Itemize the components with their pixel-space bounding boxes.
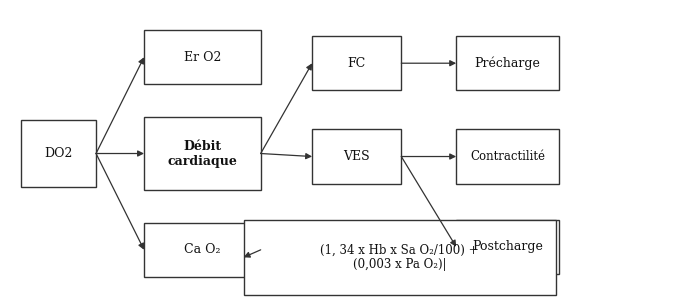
FancyBboxPatch shape — [21, 120, 96, 187]
Text: Postcharge: Postcharge — [472, 240, 543, 253]
FancyBboxPatch shape — [456, 220, 559, 274]
Text: Précharge: Précharge — [475, 57, 541, 70]
Text: Er O2: Er O2 — [184, 51, 221, 64]
FancyBboxPatch shape — [312, 36, 401, 90]
FancyBboxPatch shape — [456, 129, 559, 184]
Text: FC: FC — [348, 57, 366, 70]
FancyBboxPatch shape — [144, 117, 261, 190]
Text: Ca O₂: Ca O₂ — [184, 243, 221, 256]
FancyBboxPatch shape — [144, 223, 261, 277]
Text: VES: VES — [344, 150, 370, 163]
Text: (1, 34 x Hb x Sa O₂/100) +
(0,003 x Pa O₂)|: (1, 34 x Hb x Sa O₂/100) + (0,003 x Pa O… — [320, 243, 479, 272]
Text: DO2: DO2 — [44, 147, 73, 160]
FancyBboxPatch shape — [312, 129, 401, 184]
FancyBboxPatch shape — [144, 30, 261, 84]
FancyBboxPatch shape — [456, 36, 559, 90]
FancyBboxPatch shape — [244, 220, 556, 295]
Text: Contractilité: Contractilité — [470, 150, 545, 163]
Text: Débit
cardiaque: Débit cardiaque — [167, 139, 237, 168]
